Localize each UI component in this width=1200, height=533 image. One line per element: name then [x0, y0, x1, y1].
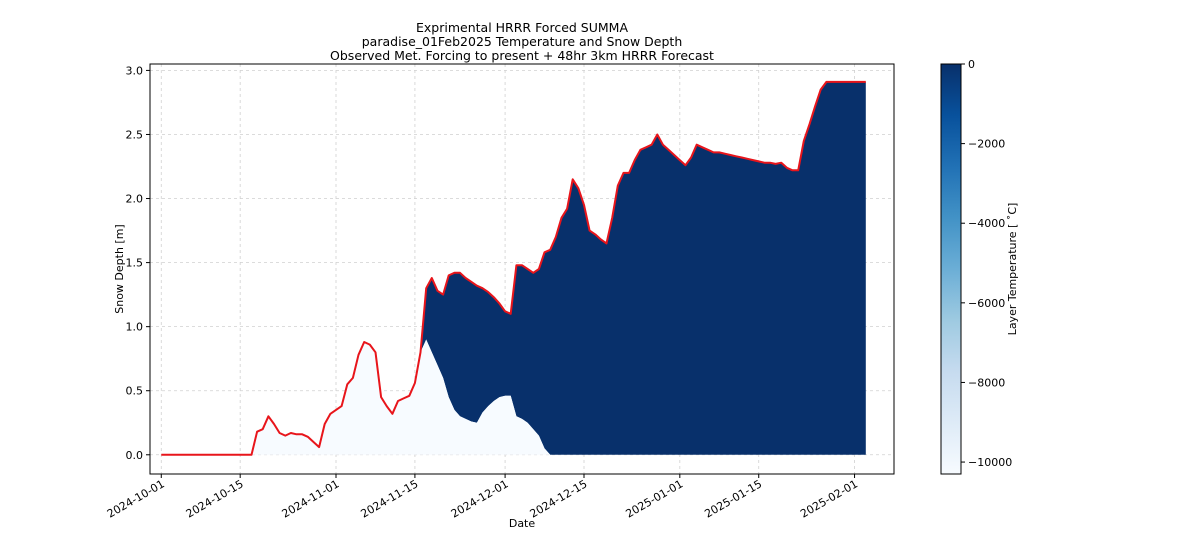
title-line-3: Observed Met. Forcing to present + 48hr …: [330, 48, 714, 63]
colorbar-tick-label: 0: [968, 58, 975, 71]
x-tick-label: 2024-12-15: [528, 477, 590, 520]
y-tick-label: 1.0: [126, 321, 144, 334]
x-tick-label: 2025-02-01: [798, 477, 860, 520]
x-tick-label: 2024-10-01: [105, 477, 167, 520]
y-axis-label: Snow Depth [m]: [113, 224, 126, 313]
colorbar: [940, 63, 962, 475]
x-tick-label: 2024-10-15: [184, 477, 246, 520]
cold-layer-fill: [161, 339, 866, 455]
y-tick-label: 0.5: [126, 385, 144, 398]
y-tick-label: 3.0: [126, 64, 144, 77]
colorbar-tick-label: −8000: [968, 376, 1005, 389]
x-tick-label: 2024-12-01: [449, 477, 511, 520]
colorbar-tick-label: −6000: [968, 297, 1005, 310]
plot-frame: [149, 63, 895, 475]
y-tick-label: 2.0: [126, 193, 144, 206]
snow-depth-line-group: [161, 80, 866, 456]
y-axis-ticks: 0.0 0.5 1.0 1.5 2.0 2.5 3.0: [126, 64, 150, 462]
title-line-1: Exprimental HRRR Forced SUMMA: [416, 20, 628, 35]
x-tick-label: 2025-01-15: [702, 477, 764, 520]
colorbar-label: Layer Temperature [ ˚C]: [1006, 203, 1019, 336]
colorbar-ticks: 0 −2000 −4000 −6000 −8000 −10000: [961, 58, 1012, 469]
snow-depth-line: [161, 80, 866, 456]
temperature-fill: [161, 81, 866, 455]
x-tick-label: 2024-11-15: [359, 477, 421, 520]
x-tick-label: 2024-11-01: [280, 477, 342, 520]
y-tick-label: 2.5: [126, 128, 144, 141]
colorbar-tick-label: −2000: [968, 138, 1005, 151]
colorbar-tick-label: −4000: [968, 217, 1005, 230]
warm-layer-fill: [161, 81, 866, 455]
chart-title: Exprimental HRRR Forced SUMMA paradise_0…: [150, 21, 894, 63]
x-tick-label: 2025-01-01: [623, 477, 685, 520]
title-line-2: paradise_01Feb2025 Temperature and Snow …: [361, 34, 683, 49]
y-tick-label: 0.0: [126, 449, 144, 462]
colorbar-tick-label: −10000: [968, 456, 1012, 469]
y-tick-label: 1.5: [126, 257, 144, 270]
x-axis-label: Date: [509, 517, 536, 530]
x-axis-ticks: 2024-10-01 2024-10-15 2024-11-01 2024-11-15…: [105, 474, 860, 521]
